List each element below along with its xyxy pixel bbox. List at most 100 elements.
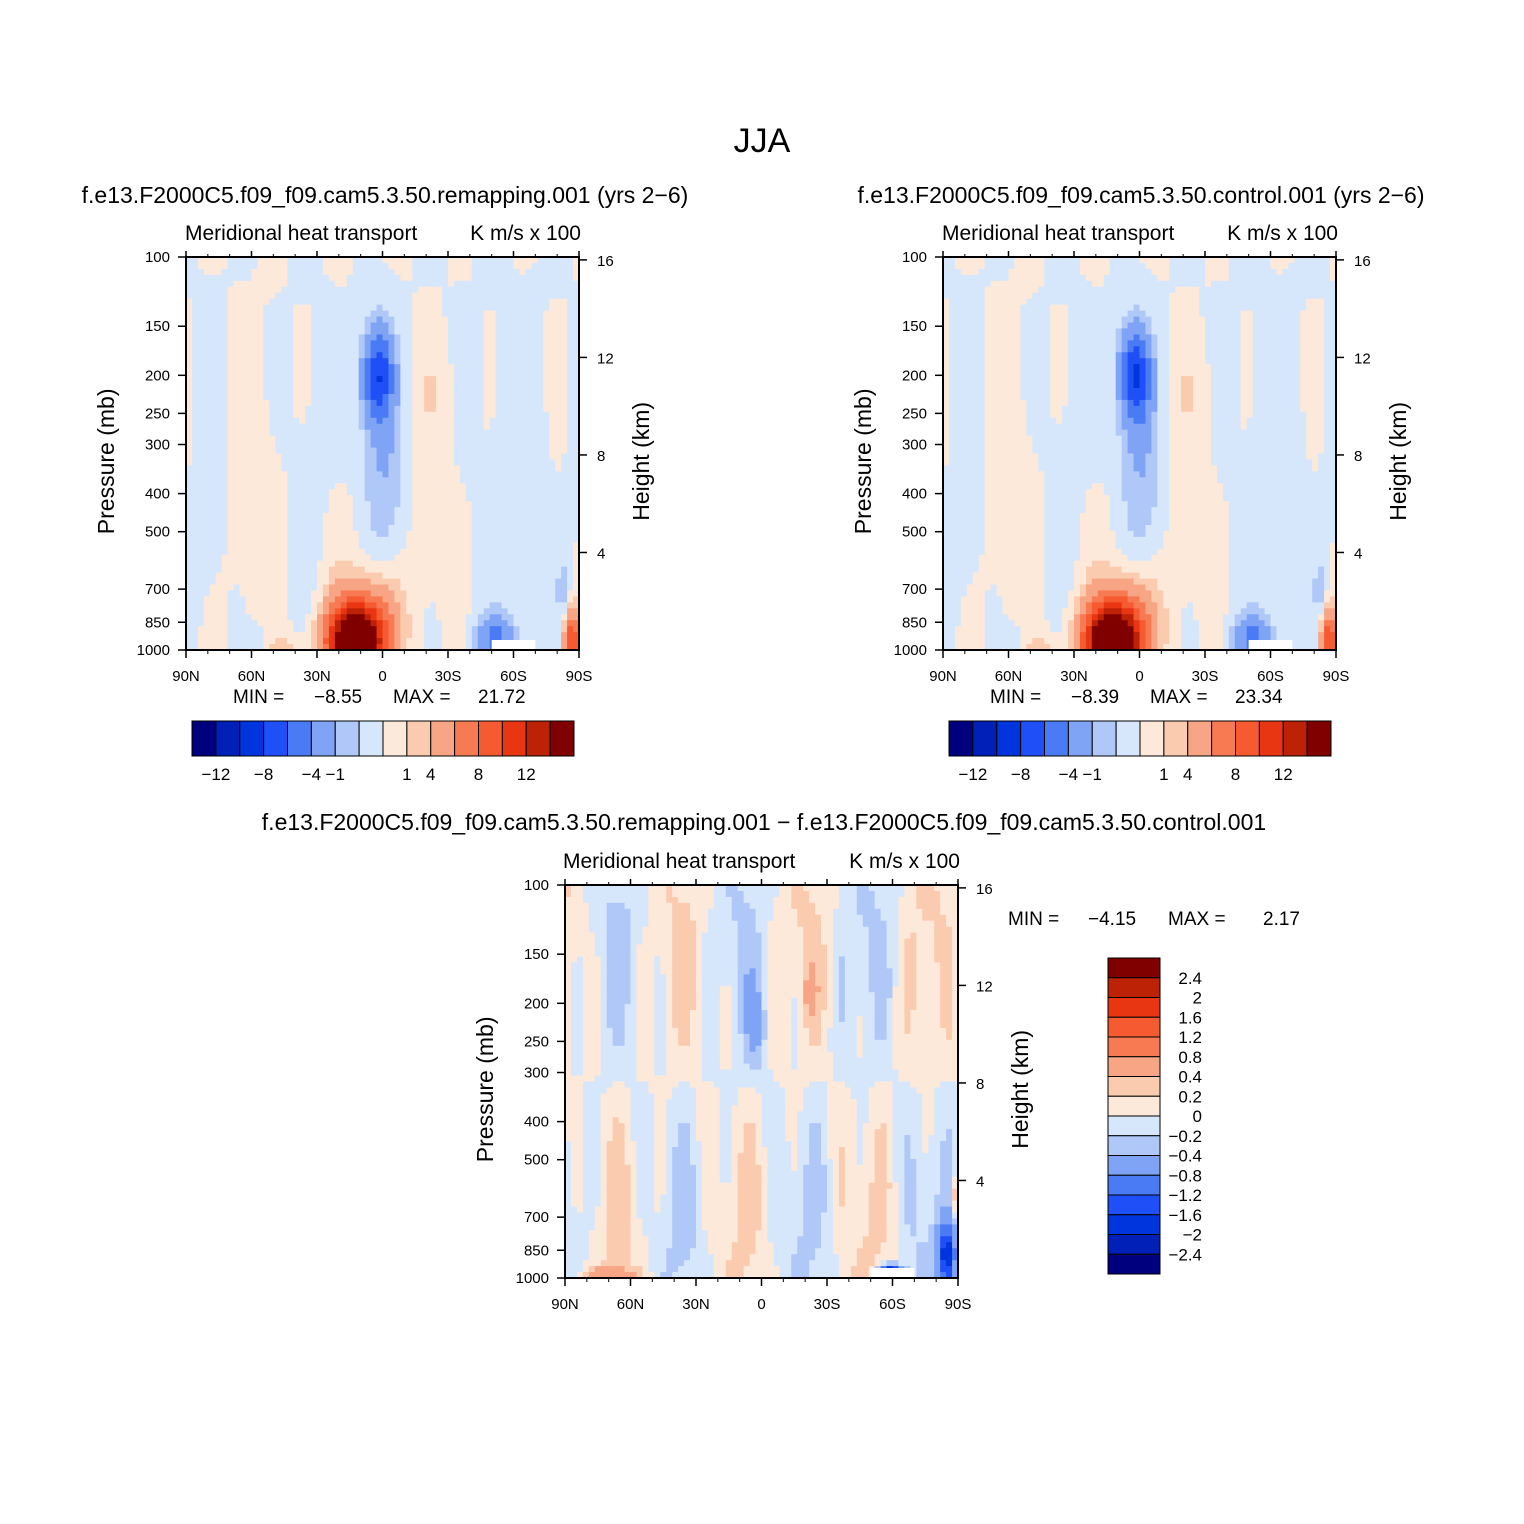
contour-cell [233,322,241,330]
contour-cell [459,417,467,425]
contour-cell [197,626,205,633]
contour-cell [531,584,538,592]
contour-cell [221,596,229,603]
contour-cell [483,495,491,502]
contour-cell [287,334,294,341]
contour-cell [215,322,223,330]
contour-cell [394,405,401,413]
contour-cell [531,596,538,603]
contour-cell [394,471,401,478]
contour-cell [346,316,354,324]
contour-cell [287,548,294,556]
contour-cell [263,286,270,294]
contour-cell [346,578,354,586]
contour-cell [203,429,211,437]
contour-cell [471,429,479,437]
contour-cell [275,608,282,615]
contour-cell [537,328,544,335]
contour-cell [430,346,437,353]
contour-cell [251,483,259,490]
contour-cell [293,554,300,562]
contour-cell [370,286,378,294]
contour-cell [239,608,247,615]
contour-cell [489,566,497,574]
contour-cell [227,286,235,294]
contour-cell [1014,262,1021,270]
contour-cell [376,274,384,282]
contour-cell [1312,292,1319,300]
contour-cell [299,626,306,633]
contour-cell [394,370,401,377]
contour-cell [418,602,425,609]
contour-cell [197,542,205,550]
contour-cell [293,417,300,425]
contour-cell [1109,257,1117,264]
contour-cell [561,286,568,294]
contour-cell [1163,268,1170,276]
contour-cell [388,298,395,306]
contour-cell [537,465,544,472]
contour-cell [233,388,241,395]
contour-cell [436,578,443,586]
contour-cell [251,268,259,276]
contour-cell [299,304,306,312]
contour-cell [370,262,378,270]
contour-cell [406,376,413,383]
contour-cell [299,352,306,359]
contour-cell [555,423,562,431]
contour-cell [269,644,276,651]
contour-cell [328,405,336,413]
contour-cell [191,632,199,639]
contour-cell [287,429,294,437]
contour-cell [555,465,562,472]
contour-cell [394,352,401,359]
contour-cell [382,268,390,276]
contour-cell [483,644,491,651]
contour-cell [317,566,324,574]
contour-cell [442,268,449,276]
contour-cell [424,608,431,615]
contour-cell [311,370,318,377]
contour-cell [311,268,318,276]
contour-cell [376,423,384,431]
contour-cell [275,560,282,568]
contour-cell [465,524,473,532]
contour-cell [1056,274,1063,282]
contour-cell [197,370,205,377]
contour-cell [311,382,318,389]
contour-cell [430,644,437,651]
contour-cell [191,608,199,615]
contour-cell [525,513,532,520]
contour-cell [293,501,300,508]
contour-cell [436,560,443,568]
contour-cell [299,376,306,383]
contour-cell [531,370,538,377]
contour-cell [364,501,372,508]
contour-cell [1002,286,1010,294]
contour-cell [215,501,223,508]
contour-cell [471,257,479,264]
contour-cell [281,268,288,276]
contour-cell [275,340,282,347]
contour-cell [263,322,270,330]
contour-cell [358,590,366,597]
contour-cell [227,411,235,419]
contour-cell [525,620,532,627]
contour-cell [543,435,550,443]
contour-cell [489,411,497,419]
contour-cell [305,507,312,514]
contour-cell [203,483,211,490]
contour-cell [334,542,342,550]
contour-cell [215,292,223,300]
contour-cell [394,590,401,597]
contour-cell [1020,298,1027,306]
contour-cell [322,310,330,318]
contour-cell [340,334,348,341]
contour-cell [483,316,491,324]
contour-cell [561,566,568,574]
contour-cell [567,441,574,449]
contour-cell [191,483,199,490]
contour-cell [489,620,497,627]
contour-cell [555,644,562,651]
contour-cell [573,358,580,365]
